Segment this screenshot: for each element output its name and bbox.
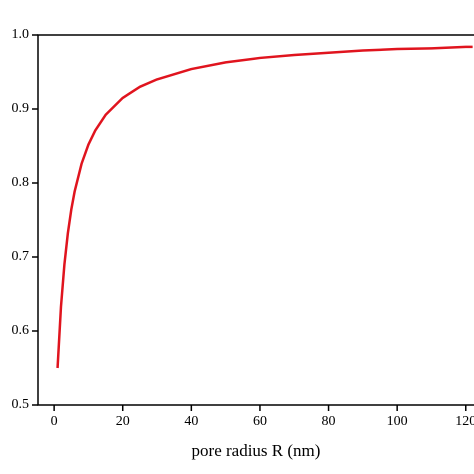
x-tick-label: 40 [184, 414, 198, 429]
x-tick-label: 100 [387, 414, 408, 429]
y-tick-label: 1.0 [12, 27, 30, 42]
y-tick-label: 0.5 [12, 397, 30, 412]
x-tick-label: 20 [116, 414, 130, 429]
x-tick-label: 0 [51, 414, 58, 429]
y-tick-label: 0.6 [12, 323, 30, 338]
x-tick-label: 120 [455, 414, 474, 429]
x-axis-label: pore radius R (nm) [192, 441, 321, 460]
y-tick-label: 0.9 [12, 101, 30, 116]
data-line [56, 45, 473, 369]
x-tick-label: 80 [322, 414, 336, 429]
y-tick-label: 0.7 [12, 249, 30, 264]
plot-frame [37, 34, 474, 406]
x-tick-label: 60 [253, 414, 267, 429]
y-tick-label: 0.8 [12, 175, 30, 190]
